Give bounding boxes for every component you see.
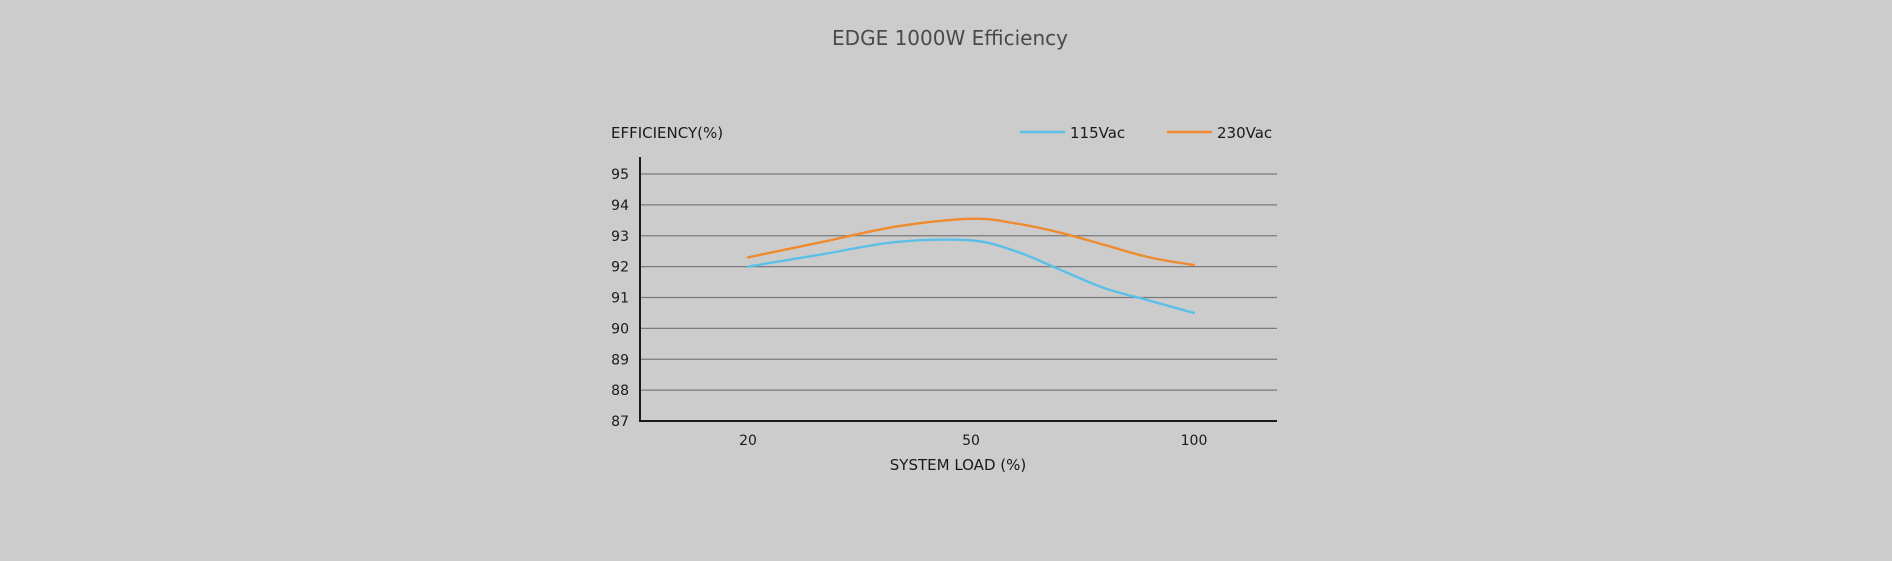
y-tick-label: 88 xyxy=(611,383,629,399)
y-tick-label: 92 xyxy=(611,260,629,276)
legend-label-230vac: 230Vac xyxy=(1217,124,1272,142)
series-line-115vac xyxy=(746,238,1196,315)
tick-labels: 95 94 93 92 91 90 89 88 87 20 50 100 xyxy=(611,167,1207,449)
x-tick-label: 100 xyxy=(1181,433,1208,449)
y-tick-label: 91 xyxy=(611,291,629,307)
axes xyxy=(639,157,1277,422)
series-line-230vac xyxy=(746,217,1196,267)
y-tick-label: 94 xyxy=(611,198,629,214)
y-tick-label: 95 xyxy=(611,167,629,183)
legend: 115Vac 230Vac xyxy=(1020,124,1272,142)
legend-label-115vac: 115Vac xyxy=(1070,124,1125,142)
y-tick-label: 89 xyxy=(611,352,629,368)
series-lines xyxy=(746,217,1196,315)
y-tick-label: 87 xyxy=(611,414,629,430)
x-tick-label: 50 xyxy=(962,433,980,449)
y-axis-title: EFFICIENCY(%) xyxy=(611,124,723,142)
x-axis-title: SYSTEM LOAD (%) xyxy=(890,456,1026,474)
chart-title: EDGE 1000W Efficiency xyxy=(832,26,1068,50)
gridlines xyxy=(640,173,1277,391)
y-tick-label: 93 xyxy=(611,229,629,245)
y-tick-label: 90 xyxy=(611,321,629,337)
x-tick-label: 20 xyxy=(739,433,757,449)
